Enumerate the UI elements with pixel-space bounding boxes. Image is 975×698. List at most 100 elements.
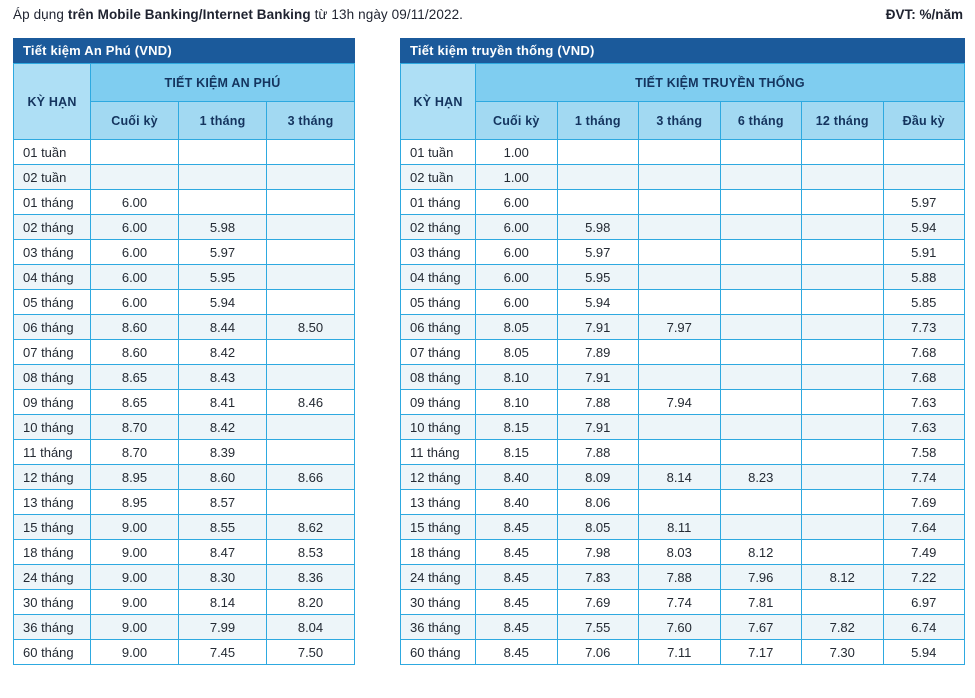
table-row: 05 tháng 6.00 5.94 — [13, 289, 355, 315]
rate-cell: 9.00 — [90, 564, 179, 590]
rate-cell — [801, 189, 884, 215]
rate-cell: 6.97 — [882, 589, 965, 615]
rate-cell — [266, 164, 355, 190]
rate-cell: 8.05 — [475, 314, 558, 340]
rate-cell: 6.00 — [475, 239, 558, 265]
term-cell: 36 tháng — [13, 614, 91, 640]
table-row: 11 tháng 8.70 8.39 — [13, 439, 355, 465]
payout-column-header: 1 tháng — [556, 101, 639, 140]
unit-label: ĐVT: %/năm — [885, 7, 963, 22]
term-cell: 30 tháng — [13, 589, 91, 615]
rate-cell: 7.91 — [556, 314, 639, 340]
rate-cell: 7.99 — [178, 614, 267, 640]
rate-cell: 8.20 — [266, 589, 355, 615]
rate-grid-traditional: KỲ HẠN TIẾT KIỆM TRUYỀN THỐNG Cuối kỳ 1 thá… — [400, 63, 965, 665]
table-row: 15 tháng 9.00 8.55 8.62 — [13, 514, 355, 540]
term-cell: 10 tháng — [13, 414, 91, 440]
table-row: 30 tháng 8.45 7.69 7.74 7.81 6.97 — [400, 589, 965, 615]
rate-cell: 7.69 — [556, 589, 639, 615]
table-row: 60 tháng 9.00 7.45 7.50 — [13, 639, 355, 665]
table-title-an-phu: Tiết kiệm An Phú (VND) — [13, 38, 355, 63]
rate-cell — [638, 164, 721, 190]
term-cell: 24 tháng — [400, 564, 476, 590]
rate-cell — [266, 364, 355, 390]
rate-cell — [266, 339, 355, 365]
rate-cell: 5.97 — [556, 239, 639, 265]
rate-cell — [266, 439, 355, 465]
term-cell: 60 tháng — [400, 639, 476, 665]
rate-cell: 8.11 — [638, 514, 721, 540]
rate-cell: 7.64 — [882, 514, 965, 540]
rate-cell — [801, 214, 884, 240]
rate-cell: 8.50 — [266, 314, 355, 340]
rate-cell: 6.74 — [882, 614, 965, 640]
rate-cell: 8.05 — [475, 339, 558, 365]
rate-cell — [266, 214, 355, 240]
rate-cell — [801, 139, 884, 165]
table-row: 03 tháng 6.00 5.97 5.91 — [400, 239, 965, 265]
rate-cell: 8.60 — [178, 464, 267, 490]
rate-cell: 6.00 — [90, 264, 179, 290]
rate-cell: 7.58 — [882, 439, 965, 465]
table-row: 18 tháng 8.45 7.98 8.03 8.12 7.49 — [400, 539, 965, 565]
rate-cell — [801, 289, 884, 315]
rate-cell — [801, 239, 884, 265]
rate-cell — [801, 414, 884, 440]
rate-cell: 7.88 — [638, 564, 721, 590]
rate-cell: 7.68 — [882, 339, 965, 365]
table-row: 08 tháng 8.65 8.43 — [13, 364, 355, 390]
table-title-traditional: Tiết kiệm truyền thống (VND) — [400, 38, 965, 63]
rate-cell — [266, 289, 355, 315]
rate-cell — [801, 364, 884, 390]
rate-cell: 7.96 — [719, 564, 802, 590]
rate-cell — [882, 139, 965, 165]
rate-cell — [266, 489, 355, 515]
rate-cell — [266, 264, 355, 290]
rate-cell: 8.60 — [90, 314, 179, 340]
an-phu-savings-table: Tiết kiệm An Phú (VND) KỲ HẠN TIẾT KIỆM A… — [13, 38, 355, 665]
term-cell: 24 tháng — [13, 564, 91, 590]
table-row: 05 tháng 6.00 5.94 5.85 — [400, 289, 965, 315]
table-row: 04 tháng 6.00 5.95 5.88 — [400, 264, 965, 290]
rate-cell: 8.47 — [178, 539, 267, 565]
rate-cell: 6.00 — [90, 239, 179, 265]
rate-cell: 7.69 — [882, 489, 965, 515]
rate-cell: 8.14 — [638, 464, 721, 490]
payout-column-header: Cuối kỳ — [475, 101, 558, 140]
traditional-savings-table: Tiết kiệm truyền thống (VND) KỲ HẠN TIẾT … — [400, 38, 965, 665]
table-row: 12 tháng 8.40 8.09 8.14 8.23 7.74 — [400, 464, 965, 490]
table-row: 11 tháng 8.15 7.88 7.58 — [400, 439, 965, 465]
term-cell: 03 tháng — [13, 239, 91, 265]
rate-cell — [719, 414, 802, 440]
rate-cell: 9.00 — [90, 614, 179, 640]
rate-cell: 8.95 — [90, 464, 179, 490]
term-cell: 02 tuần — [400, 164, 476, 190]
product-group-header: TIẾT KIỆM AN PHÚ — [90, 63, 355, 102]
rate-cell: 8.60 — [90, 339, 179, 365]
note-channels-bold: trên Mobile Banking/Internet Banking — [67, 7, 311, 22]
rate-cell: 8.45 — [475, 514, 558, 540]
rate-cell: 8.23 — [719, 464, 802, 490]
term-cell: 18 tháng — [400, 539, 476, 565]
rate-cell: 7.60 — [638, 614, 721, 640]
rate-cell — [719, 164, 802, 190]
rate-cell: 9.00 — [90, 639, 179, 665]
rate-cell: 8.40 — [475, 489, 558, 515]
table-row: 01 tuần 1.00 — [400, 139, 965, 165]
rate-cell — [638, 189, 721, 215]
rate-cell — [801, 389, 884, 415]
rate-cell: 7.06 — [556, 639, 639, 665]
term-cell: 30 tháng — [400, 589, 476, 615]
rate-cell: 7.97 — [638, 314, 721, 340]
rate-cell: 1.00 — [475, 139, 558, 165]
term-cell: 01 tháng — [400, 189, 476, 215]
table-row: 06 tháng 8.05 7.91 7.97 7.73 — [400, 314, 965, 340]
payout-column-header: Cuối kỳ — [90, 101, 179, 140]
rate-cell: 8.53 — [266, 539, 355, 565]
rate-cell — [719, 439, 802, 465]
payout-column-header: 6 tháng — [719, 101, 802, 140]
table-row: 01 tháng 6.00 — [13, 189, 355, 215]
rate-cell: 8.62 — [266, 514, 355, 540]
rate-cell: 9.00 — [90, 589, 179, 615]
rate-cell: 7.81 — [719, 589, 802, 615]
